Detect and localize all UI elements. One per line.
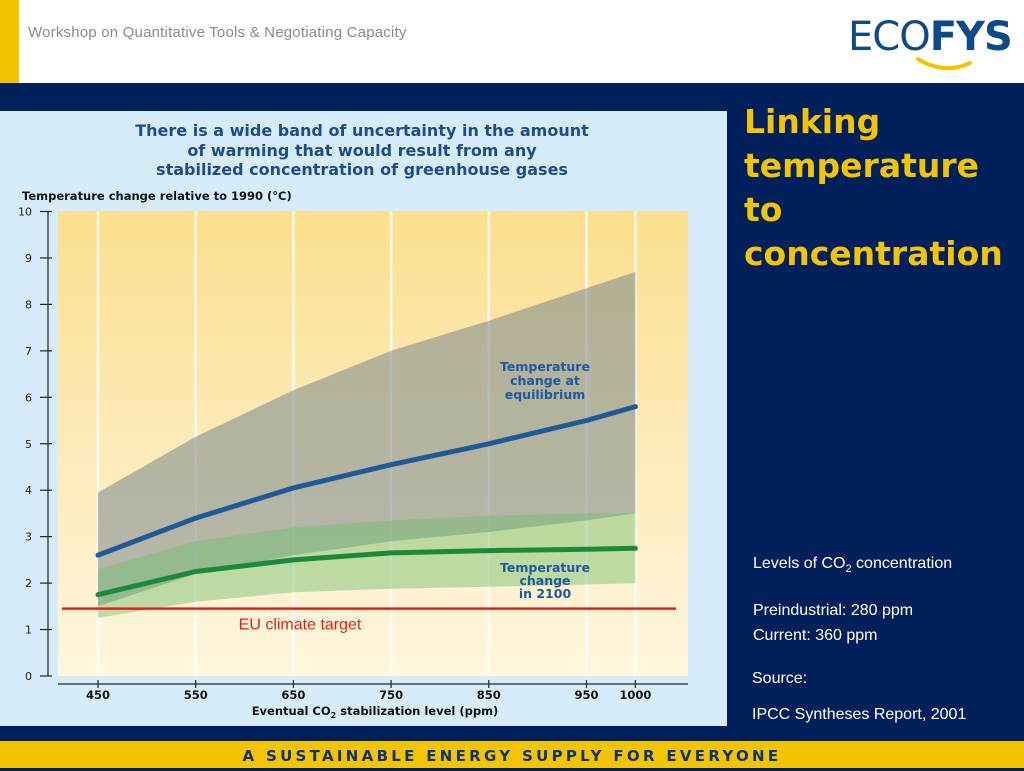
y-tick-label-5: 5 [25,438,32,451]
y-tick-label-7: 7 [25,345,32,358]
x-tick-label-450: 450 [86,688,110,702]
series-line-equilibrium [95,404,638,558]
y-tick-label-9: 9 [25,252,32,265]
source-label: Source: [752,670,808,687]
equilibrium-label-line-1: Temperature [500,359,590,374]
y-tick-label-2: 2 [25,577,32,590]
ecofys-logo: ECOFYS [848,13,1013,73]
y-tick-label-3: 3 [25,531,32,544]
x-tick-label-1000: 1000 [619,688,651,702]
year2100-label-line-2: change [519,573,570,588]
levels-prefix: Levels of CO [753,555,846,572]
y-axis-label: Temperature change relative to 1990 (°C) [22,189,292,203]
temperature-chart: 0 1 2 3 4 5 6 7 8 9 10 450 550 650 750 850 950 1000 There… [18,121,688,720]
chart-title-line-2: of warming that would result from any [187,141,537,160]
chart-title-line-1: There is a wide band of uncertainty in t… [135,121,589,140]
y-tick-label-4: 4 [25,484,32,497]
chart-panel: 0 1 2 3 4 5 6 7 8 9 10 450 550 650 750 850 950 1000 There… [0,111,727,726]
uncertainty-bands [98,271,636,618]
x-axis-label-prefix: Eventual CO [252,704,331,718]
y-tick-label-0: 0 [25,670,32,683]
uncertainty-band-year2100 [98,513,636,618]
x-tick-label-850: 850 [477,688,501,702]
y-tick-label-1: 1 [25,624,32,637]
current-level: Current: 360 ppm [753,627,878,644]
slide-title-line-4: concentration [744,234,1003,273]
workshop-title: Workshop on Quantitative Tools & Negotia… [28,24,407,41]
slide-title-line-2: temperature [744,146,980,185]
equilibrium-label-line-2: change at [510,373,580,388]
slide-title-line-1: Linking [744,102,881,141]
y-tick-label-10: 10 [18,206,32,219]
x-tick-label-650: 650 [281,688,305,702]
year2100-label-line-3: in 2100 [519,586,572,601]
levels-sub: 2 [845,563,852,576]
logo-fys: FYS [929,14,1013,60]
y-tick-label-8: 8 [25,298,32,311]
y-tick-label-6: 6 [25,391,32,404]
year2100-label-line-1: Temperature [500,560,590,575]
x-tick-label-550: 550 [184,688,208,702]
x-axis-label-suffix: stabilization level (ppm) [336,704,498,718]
levels-suffix: concentration [851,555,953,572]
eu-target-label: EU climate target [239,617,362,634]
co2-levels-heading: Levels of CO2 concentration [753,555,952,575]
chart-title-line-3: stabilized concentration of greenhouse g… [156,160,568,179]
slide-title: Linking temperature to concentration [744,100,1024,276]
footer-bar: A SUSTAINABLE ENERGY SUPPLY FOR EVERYONE [0,741,1024,768]
series-lines [62,404,676,610]
header: Workshop on Quantitative Tools & Negotia… [0,0,1024,83]
equilibrium-label-line-3: equilibrium [505,387,586,402]
footer-tagline: A SUSTAINABLE ENERGY SUPPLY FOR EVERYONE [242,747,782,765]
x-tick-label-950: 950 [574,688,598,702]
logo-swoosh-icon [916,57,972,71]
preindustrial-level: Preindustrial: 280 ppm [753,602,914,619]
header-accent-bar [0,0,19,83]
logo-eco: ECO [848,14,931,60]
x-tick-label-750: 750 [379,688,403,702]
logo-wordmark: ECOFYS [848,13,1013,61]
x-axis-label: Eventual CO2 stabilization level (ppm) [252,704,499,720]
slide-title-line-3: to [744,190,783,229]
series-line-year2100 [95,545,638,598]
source-text: IPCC Syntheses Report, 2001 [752,706,967,723]
uncertainty-band-equilibrium [98,271,636,607]
x-axis-label-sub: 2 [331,711,337,720]
axes: 0 1 2 3 4 5 6 7 8 9 10 450 550 650 750 850 950 1000 [18,206,688,702]
